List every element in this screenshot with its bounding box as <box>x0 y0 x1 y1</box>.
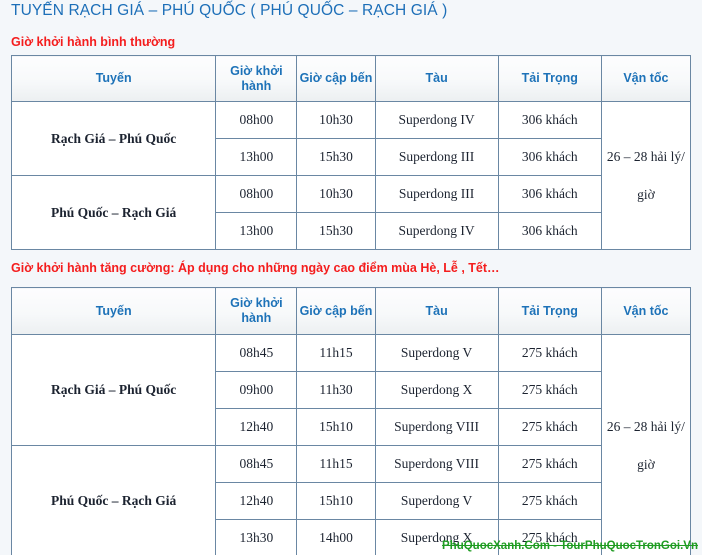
schedule-table-normal: Tuyến Giờ khởi hành Giờ cập bến Tàu Tải … <box>10 55 692 250</box>
speed-line-2: giờ <box>637 186 655 202</box>
arrival-cell: 15h10 <box>296 408 376 446</box>
speed-cell: 26 – 28 hải lý/ giờ <box>600 101 692 250</box>
arrival-cell: 10h30 <box>296 101 376 139</box>
page-title: TUYẾN RẠCH GIÁ – PHÚ QUỐC ( PHÚ QUỐC – R… <box>11 2 448 19</box>
ship-cell: Superdong V <box>374 482 499 520</box>
column-header-speed: Vận tốc <box>600 55 692 102</box>
table-row: Rạch Giá – Phú Quốc 08h45 11h15 Superdon… <box>10 334 692 555</box>
capacity-cell: 306 khách <box>497 212 602 250</box>
arrival-cell: 10h30 <box>296 175 376 213</box>
ship-cell: Superdong V <box>374 334 499 372</box>
route-cell: Phú Quốc – Rạch Giá <box>10 175 217 250</box>
table-row: 13h00 15h30 Superdong III 306 khách <box>12 138 691 176</box>
column-header-departure: Giờ khởi hành <box>215 55 298 102</box>
capacity-cell: 275 khách <box>497 482 602 520</box>
arrival-cell: 14h00 <box>296 519 376 555</box>
arrival-cell: 11h15 <box>296 334 376 372</box>
departure-cell: 13h00 <box>215 212 298 250</box>
ship-cell: Superdong IV <box>374 212 499 250</box>
table-row: 09h00 11h30 Superdong X 275 khách <box>12 371 691 409</box>
column-header-arrival: Giờ cập bến <box>296 55 376 102</box>
arrival-cell: 15h30 <box>296 212 376 250</box>
capacity-cell: 306 khách <box>497 175 602 213</box>
speed-line-1: 26 – 28 hải lý/ <box>606 418 685 434</box>
column-header-arrival: Giờ cập bến <box>296 287 376 335</box>
table-row: Rạch Giá – Phú Quốc 08h00 10h30 Superdon… <box>10 101 692 250</box>
ship-cell: Superdong III <box>374 175 499 213</box>
table-row: 12h40 15h10 Superdong V 275 khách <box>12 482 691 520</box>
departure-cell: 13h30 <box>215 519 298 555</box>
ship-cell: Superdong IV <box>374 101 499 139</box>
departure-cell: 12h40 <box>215 408 298 446</box>
ship-cell: Superdong III <box>374 138 499 176</box>
table-row: 13h00 15h30 Superdong IV 306 khách <box>12 212 691 250</box>
speed-cell: 26 – 28 hải lý/ giờ <box>600 334 692 555</box>
capacity-cell: 306 khách <box>497 101 602 139</box>
route-cell: Rạch Giá – Phú Quốc <box>10 334 217 446</box>
schedule-table-extra: Tuyến Giờ khởi hành Giờ cập bến Tàu Tải … <box>10 287 692 555</box>
column-header-capacity: Tải Trọng <box>497 287 602 335</box>
speed-line-2: giờ <box>637 456 655 472</box>
departure-cell: 08h00 <box>215 175 298 213</box>
column-header-route: Tuyến <box>10 287 217 335</box>
table-row: 12h40 15h10 Superdong VIII 275 khách <box>12 408 691 446</box>
route-cell: Phú Quốc – Rạch Giá <box>10 445 217 555</box>
column-header-ship: Tàu <box>374 55 499 102</box>
capacity-cell: 275 khách <box>497 371 602 409</box>
capacity-cell: 275 khách <box>497 519 602 555</box>
ship-cell: Superdong VIII <box>374 445 499 483</box>
column-header-speed: Vận tốc <box>600 287 692 335</box>
capacity-cell: 275 khách <box>497 408 602 446</box>
table-header-row: Tuyến Giờ khởi hành Giờ cập bến Tàu Tải … <box>10 287 692 335</box>
table-row: Phú Quốc – Rạch Giá 08h45 11h15 Superdon… <box>10 445 691 555</box>
departure-cell: 09h00 <box>215 371 298 409</box>
table-header-row: Tuyến Giờ khởi hành Giờ cập bến Tàu Tải … <box>10 55 692 102</box>
departure-cell: 08h45 <box>215 445 298 483</box>
arrival-cell: 15h10 <box>296 482 376 520</box>
route-cell: Rạch Giá – Phú Quốc <box>10 101 217 176</box>
section-note-normal: Giờ khởi hành bình thường <box>11 35 176 49</box>
arrival-cell: 11h30 <box>296 371 376 409</box>
table-row: 13h30 14h00 Superdong X 275 khách <box>12 519 691 555</box>
arrival-cell: 15h30 <box>296 138 376 176</box>
column-header-departure: Giờ khởi hành <box>215 287 298 335</box>
departure-cell: 12h40 <box>215 482 298 520</box>
speed-line-1: 26 – 28 hải lý/ <box>606 148 685 164</box>
ship-cell: Superdong VIII <box>374 408 499 446</box>
departure-cell: 08h45 <box>215 334 298 372</box>
capacity-cell: 306 khách <box>497 138 602 176</box>
column-header-capacity: Tải Trọng <box>497 55 602 102</box>
capacity-cell: 275 khách <box>497 445 602 483</box>
section-note-extra: Giờ khởi hành tăng cường: Áp dụng cho nh… <box>11 261 500 275</box>
departure-cell: 08h00 <box>215 101 298 139</box>
site-watermark: PhuQuocXanh.Com - TourPhuQuocTronGoi.Vn <box>442 540 698 552</box>
capacity-cell: 275 khách <box>497 334 602 372</box>
departure-cell: 13h00 <box>215 138 298 176</box>
ship-cell: Superdong X <box>374 371 499 409</box>
column-header-ship: Tàu <box>374 287 499 335</box>
table-row: Phú Quốc – Rạch Giá 08h00 10h30 Superdon… <box>10 175 691 250</box>
arrival-cell: 11h15 <box>296 445 376 483</box>
ship-cell: Superdong X <box>374 519 499 555</box>
column-header-route: Tuyến <box>10 55 217 102</box>
